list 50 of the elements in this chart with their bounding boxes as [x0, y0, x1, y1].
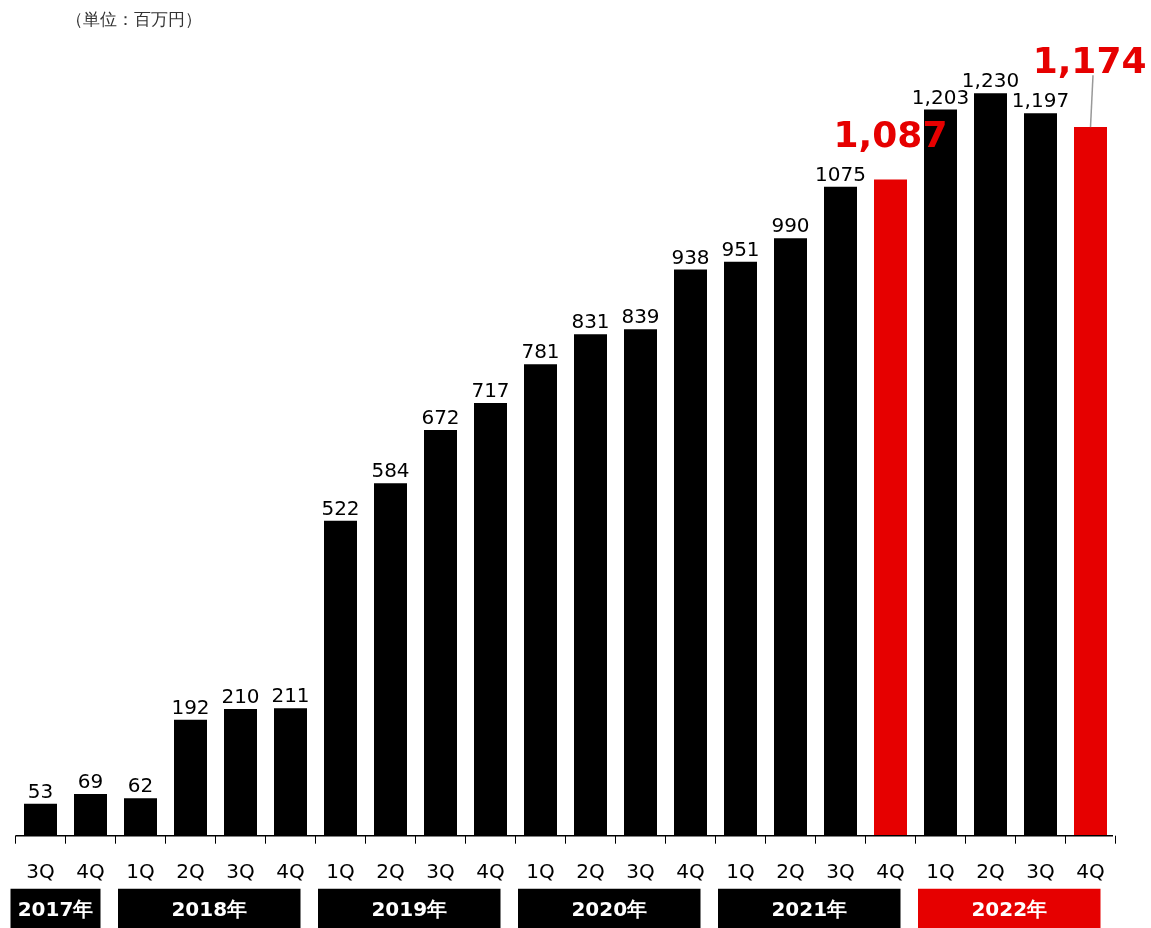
data-label: 522: [321, 495, 360, 520]
x-tick-label: 4Q: [76, 858, 105, 883]
data-label: 69: [77, 769, 104, 794]
x-tick-label: 1Q: [326, 858, 355, 883]
text: 2019年: [371, 896, 448, 921]
x-tick-label: 4Q: [476, 858, 505, 883]
x-tick-label: 3Q: [226, 858, 255, 883]
data-label: 62: [127, 773, 154, 798]
data-label: 781: [521, 339, 560, 364]
data-label: 990: [771, 213, 810, 238]
text: 2018年: [171, 896, 248, 921]
x-tick-label: 3Q: [26, 858, 55, 883]
bar: [1074, 127, 1107, 836]
x-tick-label: 3Q: [426, 858, 455, 883]
data-label: 584: [371, 458, 410, 483]
bar: [874, 179, 907, 836]
x-tick-label: 1Q: [126, 858, 155, 883]
data-label: 1,174: [1032, 40, 1147, 82]
x-tick-label: 3Q: [826, 858, 855, 883]
x-tick-label: 4Q: [1076, 858, 1105, 883]
x-tick-label: 2Q: [176, 858, 205, 883]
data-label: 938: [671, 244, 710, 269]
text: 2020年: [571, 896, 648, 921]
x-tick-label: 3Q: [1026, 858, 1055, 883]
x-tick-label: 4Q: [676, 858, 705, 883]
data-label: 717: [471, 377, 510, 402]
data-label: 211: [271, 683, 310, 708]
x-tick-label: 4Q: [276, 858, 305, 883]
x-tick-label: 1Q: [726, 858, 755, 883]
data-label: 831: [571, 309, 610, 334]
x-tick-label: 4Q: [876, 858, 905, 883]
data-label: 839: [621, 304, 660, 329]
data-label: 1,197: [1011, 88, 1070, 113]
data-label: 192: [171, 694, 210, 719]
data-label: 1075: [815, 161, 866, 186]
x-tick-label: 2Q: [976, 858, 1005, 883]
x-tick-label: 2Q: [776, 858, 805, 883]
x-tick-label: 1Q: [926, 858, 955, 883]
x-tick-label: 1Q: [526, 858, 555, 883]
data-label: 672: [421, 405, 460, 430]
x-tick-label: 2Q: [576, 858, 605, 883]
data-label: 951: [721, 236, 760, 261]
text: 2021年: [771, 896, 848, 921]
chart-subtitle: （単位：百万円）: [65, 8, 202, 29]
text: 2017年: [17, 896, 94, 921]
data-label: 210: [221, 683, 260, 708]
x-tick-label: 3Q: [626, 858, 655, 883]
text: 2022年: [971, 896, 1048, 921]
data-label: 53: [27, 778, 54, 803]
x-tick-label: 2Q: [376, 858, 405, 883]
